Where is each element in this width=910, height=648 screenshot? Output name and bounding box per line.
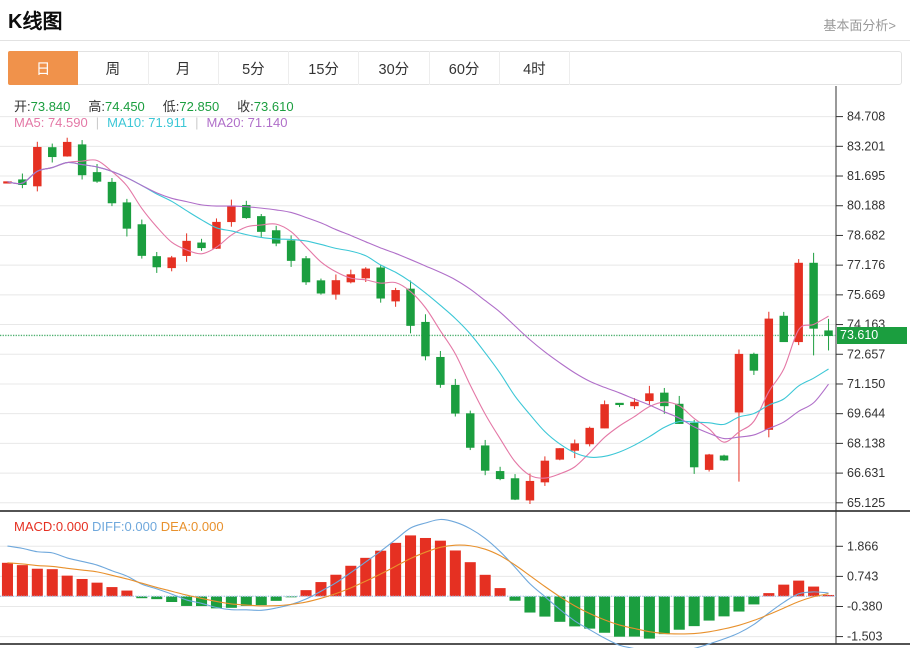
svg-text:68.138: 68.138 bbox=[847, 436, 885, 450]
svg-text:1.866: 1.866 bbox=[847, 539, 878, 553]
svg-text:0.743: 0.743 bbox=[847, 569, 878, 583]
svg-text:83.201: 83.201 bbox=[847, 139, 885, 153]
svg-text:77.176: 77.176 bbox=[847, 258, 885, 272]
svg-text:72.657: 72.657 bbox=[847, 347, 885, 361]
svg-text:84.708: 84.708 bbox=[847, 110, 885, 124]
svg-text:81.695: 81.695 bbox=[847, 169, 885, 183]
svg-text:80.188: 80.188 bbox=[847, 199, 885, 213]
svg-text:78.682: 78.682 bbox=[847, 228, 885, 242]
svg-text:69.644: 69.644 bbox=[847, 407, 885, 421]
svg-text:65.125: 65.125 bbox=[847, 496, 885, 510]
svg-text:75.669: 75.669 bbox=[847, 288, 885, 302]
svg-text:-0.380: -0.380 bbox=[847, 599, 882, 613]
svg-text:71.150: 71.150 bbox=[847, 377, 885, 391]
svg-text:-1.503: -1.503 bbox=[847, 630, 882, 644]
svg-text:66.631: 66.631 bbox=[847, 466, 885, 480]
